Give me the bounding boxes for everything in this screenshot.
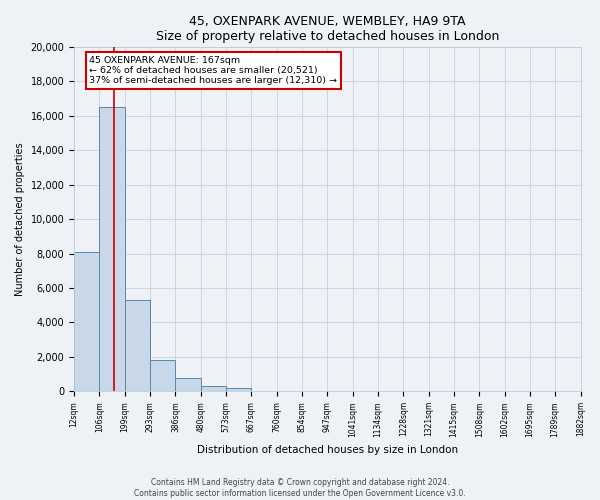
Title: 45, OXENPARK AVENUE, WEMBLEY, HA9 9TA
Size of property relative to detached hous: 45, OXENPARK AVENUE, WEMBLEY, HA9 9TA Si…	[155, 15, 499, 43]
X-axis label: Distribution of detached houses by size in London: Distribution of detached houses by size …	[197, 445, 458, 455]
Bar	[74, 252, 100, 392]
Y-axis label: Number of detached properties: Number of detached properties	[15, 142, 25, 296]
Bar	[150, 360, 175, 392]
Text: 45 OXENPARK AVENUE: 167sqm
← 62% of detached houses are smaller (20,521)
37% of : 45 OXENPARK AVENUE: 167sqm ← 62% of deta…	[89, 56, 337, 86]
Bar	[201, 386, 226, 392]
Bar	[226, 388, 251, 392]
Bar	[100, 107, 125, 392]
Bar	[125, 300, 150, 392]
Bar	[175, 378, 201, 392]
Text: Contains HM Land Registry data © Crown copyright and database right 2024.
Contai: Contains HM Land Registry data © Crown c…	[134, 478, 466, 498]
